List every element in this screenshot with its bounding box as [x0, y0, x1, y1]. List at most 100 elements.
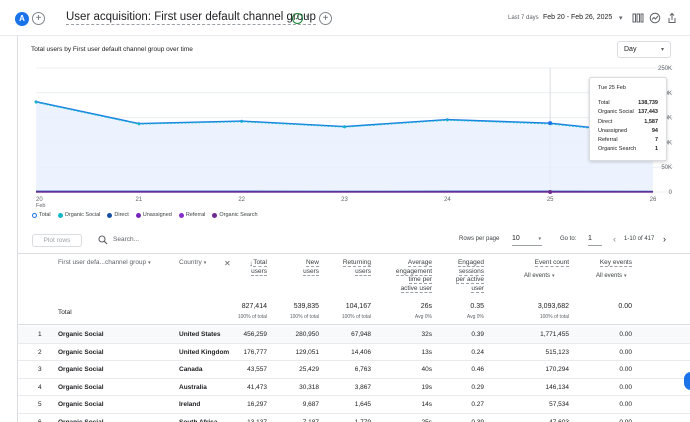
- table-row[interactable]: 1 Organic Social United States 456,259 280,9…: [18, 326, 690, 344]
- tooltip-row: Organic Search 1: [598, 145, 658, 154]
- metric-cell: 0.00: [619, 331, 632, 338]
- metric-cell: 3,867: [354, 383, 371, 391]
- legend-item[interactable]: Organic Search: [212, 212, 258, 218]
- floating-action-button[interactable]: [684, 372, 690, 390]
- metric-cell: 25s: [421, 418, 432, 422]
- metric-header-line: per active: [455, 276, 484, 285]
- total-subtext: 100% of total: [289, 314, 319, 320]
- title-menu-chevron-icon[interactable]: ▾: [306, 14, 310, 21]
- table-row[interactable]: 5 Organic Social Ireland 16,297 9,687 1,645 14…: [18, 396, 690, 414]
- page-title[interactable]: User acquisition: First user default cha…: [66, 11, 316, 25]
- dimension-2-header[interactable]: Country ▾: [179, 259, 206, 268]
- legend-item[interactable]: Unassigned: [135, 212, 172, 218]
- granularity-chevron-icon: ▾: [660, 47, 664, 53]
- country-cell: South Africa: [179, 418, 218, 422]
- tooltip-row: Total 138,739: [598, 99, 658, 108]
- legend-item[interactable]: Organic Social: [57, 212, 101, 218]
- dimension-1-label: First user defa...channel group: [58, 259, 147, 266]
- chart-legend: Total Organic Social Direct Unassigned Refer…: [32, 212, 258, 218]
- rows-per-page-chevron-icon: ▾: [538, 236, 541, 242]
- plot-rows-button[interactable]: Plot rows: [32, 234, 82, 247]
- remove-dimension-icon[interactable]: ✕: [224, 259, 231, 268]
- table-row[interactable]: 6 Organic Social South Africa 13,137 7,187 1,…: [18, 414, 690, 422]
- metric-cell: 25,429: [299, 366, 319, 373]
- insights-icon[interactable]: [649, 12, 661, 24]
- dimension-1-header[interactable]: First user defa...channel group ▾: [58, 259, 151, 268]
- hover-marker-bottom: [548, 190, 553, 194]
- metric-header[interactable]: Engaged sessions per active user: [436, 259, 484, 294]
- table-header: First user defa...channel group ▾ Country…: [18, 253, 690, 297]
- rows-per-page-select[interactable]: 10 ▾: [512, 235, 542, 246]
- metric-header[interactable]: Returning users: [321, 259, 371, 276]
- metric-cell: 280,950: [295, 331, 320, 338]
- metric-header[interactable]: Total users: [222, 259, 267, 276]
- legend-swatch: [212, 212, 218, 218]
- total-value: 104,167: [345, 303, 371, 310]
- granularity-select[interactable]: Day ▾: [617, 41, 671, 58]
- tooltip-value: 1,587: [644, 118, 658, 125]
- tooltip-label: Direct: [598, 118, 613, 125]
- metric-header[interactable]: Event count: [499, 259, 569, 268]
- table-toolbar: Plot rows Search... Rows per page 10 ▾ G…: [18, 234, 690, 248]
- metric-cell: 7,187: [302, 418, 319, 422]
- channel-cell: Organic Social: [58, 331, 104, 338]
- event-filter-value: All events: [524, 273, 551, 279]
- goto-input[interactable]: 1: [588, 235, 602, 246]
- tooltip-label: Referral: [598, 137, 618, 144]
- metric-cell: 170,294: [545, 366, 570, 373]
- account-avatar[interactable]: A: [15, 12, 29, 26]
- legend-item[interactable]: Direct: [107, 212, 129, 218]
- table-row[interactable]: 3 Organic Social Canada 43,557 25,429 6,763 40…: [18, 361, 690, 379]
- metric-cell: 0.00: [619, 348, 632, 356]
- metric-cell: 146,134: [545, 383, 570, 391]
- customize-report-icon[interactable]: [632, 12, 644, 24]
- metric-cell: 13,137: [247, 418, 267, 422]
- metric-cell: 6,763: [354, 366, 371, 373]
- chart-tooltip: Tue 25 Feb Total 138,739 Organic Social 137…: [589, 77, 667, 161]
- legend-label: Organic Social: [64, 212, 101, 218]
- row-index: 4: [38, 383, 42, 391]
- metric-cell: 0.00: [619, 401, 632, 408]
- legend-label: Unassigned: [142, 212, 172, 218]
- metric-header-line: Average: [407, 259, 432, 267]
- sort-descending-icon[interactable]: ↓: [249, 259, 253, 268]
- table-row[interactable]: 2 Organic Social United Kingdom 176,777 129,…: [18, 344, 690, 361]
- published-check-icon[interactable]: ✓: [292, 13, 303, 24]
- legend-label: Referral: [185, 212, 206, 218]
- metric-cell: 40s: [421, 366, 432, 373]
- total-value: 0.00: [618, 303, 632, 310]
- x-tick-label: 23: [341, 197, 348, 203]
- total-value: 0.35: [470, 303, 484, 310]
- next-page-icon[interactable]: ›: [663, 234, 666, 244]
- metric-header-line: New: [305, 259, 319, 267]
- share-icon[interactable]: [666, 12, 678, 24]
- metric-header[interactable]: New users: [274, 259, 319, 276]
- metric-cell: 0.27: [471, 401, 484, 408]
- table-row[interactable]: 4 Organic Social Australia 41,473 30,318 3,86…: [18, 379, 690, 396]
- dimension-2-chevron-icon: ▾: [203, 260, 207, 266]
- line-chart[interactable]: 250K200K150K100K50K020Feb212223242526: [18, 61, 690, 211]
- metric-cell: 14s: [421, 401, 432, 408]
- metric-header-line: time per: [408, 276, 432, 285]
- goto-label: Go to:: [560, 236, 577, 242]
- metric-header[interactable]: Key events: [572, 259, 632, 268]
- event-filter-select[interactable]: All events ▾: [524, 273, 555, 279]
- date-range-chevron-icon[interactable]: ▾: [619, 15, 623, 22]
- previous-page-icon[interactable]: ‹: [613, 234, 616, 244]
- metric-header-line: sessions: [458, 267, 484, 276]
- legend-swatch: [32, 212, 37, 218]
- x-tick-label: 21: [135, 197, 142, 203]
- add-comparison-icon[interactable]: +: [32, 12, 45, 25]
- channel-cell: Organic Social: [58, 383, 104, 391]
- legend-item[interactable]: Total: [32, 212, 51, 218]
- search-icon[interactable]: [98, 235, 108, 245]
- date-range-label[interactable]: Last 7 days: [508, 15, 539, 21]
- event-filter-select[interactable]: All events ▾: [596, 273, 627, 279]
- add-filter-icon[interactable]: +: [319, 12, 332, 25]
- legend-item[interactable]: Referral: [178, 212, 206, 218]
- search-input[interactable]: Search...: [113, 236, 140, 243]
- date-range-value[interactable]: Feb 20 - Feb 26, 2025: [543, 14, 613, 21]
- row-index: 6: [38, 418, 42, 422]
- metric-cell: 176,777: [243, 348, 268, 356]
- metric-header[interactable]: Average engagement time per active user: [374, 259, 432, 294]
